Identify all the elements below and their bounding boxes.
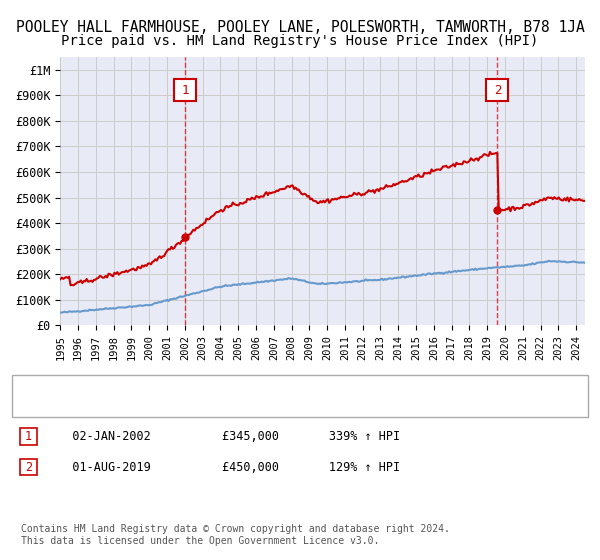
Text: 2: 2 [25,461,32,474]
Text: Contains HM Land Registry data © Crown copyright and database right 2024.
This d: Contains HM Land Registry data © Crown c… [21,524,450,546]
Legend: POOLEY HALL FARMHOUSE, POOLEY LANE, POLESWORTH, TAMWORTH, B78 1JA (semi-de, HPI:: POOLEY HALL FARMHOUSE, POOLEY LANE, POLE… [29,378,535,412]
Text: Price paid vs. HM Land Registry's House Price Index (HPI): Price paid vs. HM Land Registry's House … [61,34,539,48]
Text: POOLEY HALL FARMHOUSE, POOLEY LANE, POLESWORTH, TAMWORTH, B78 1JA: POOLEY HALL FARMHOUSE, POOLEY LANE, POLE… [16,20,584,35]
Text: 1: 1 [181,84,188,97]
Text: 2: 2 [494,84,501,97]
Text: 1: 1 [25,430,32,444]
Text: 02-JAN-2002          £345,000       339% ↑ HPI: 02-JAN-2002 £345,000 339% ↑ HPI [51,430,400,444]
Text: 01-AUG-2019          £450,000       129% ↑ HPI: 01-AUG-2019 £450,000 129% ↑ HPI [51,461,400,474]
